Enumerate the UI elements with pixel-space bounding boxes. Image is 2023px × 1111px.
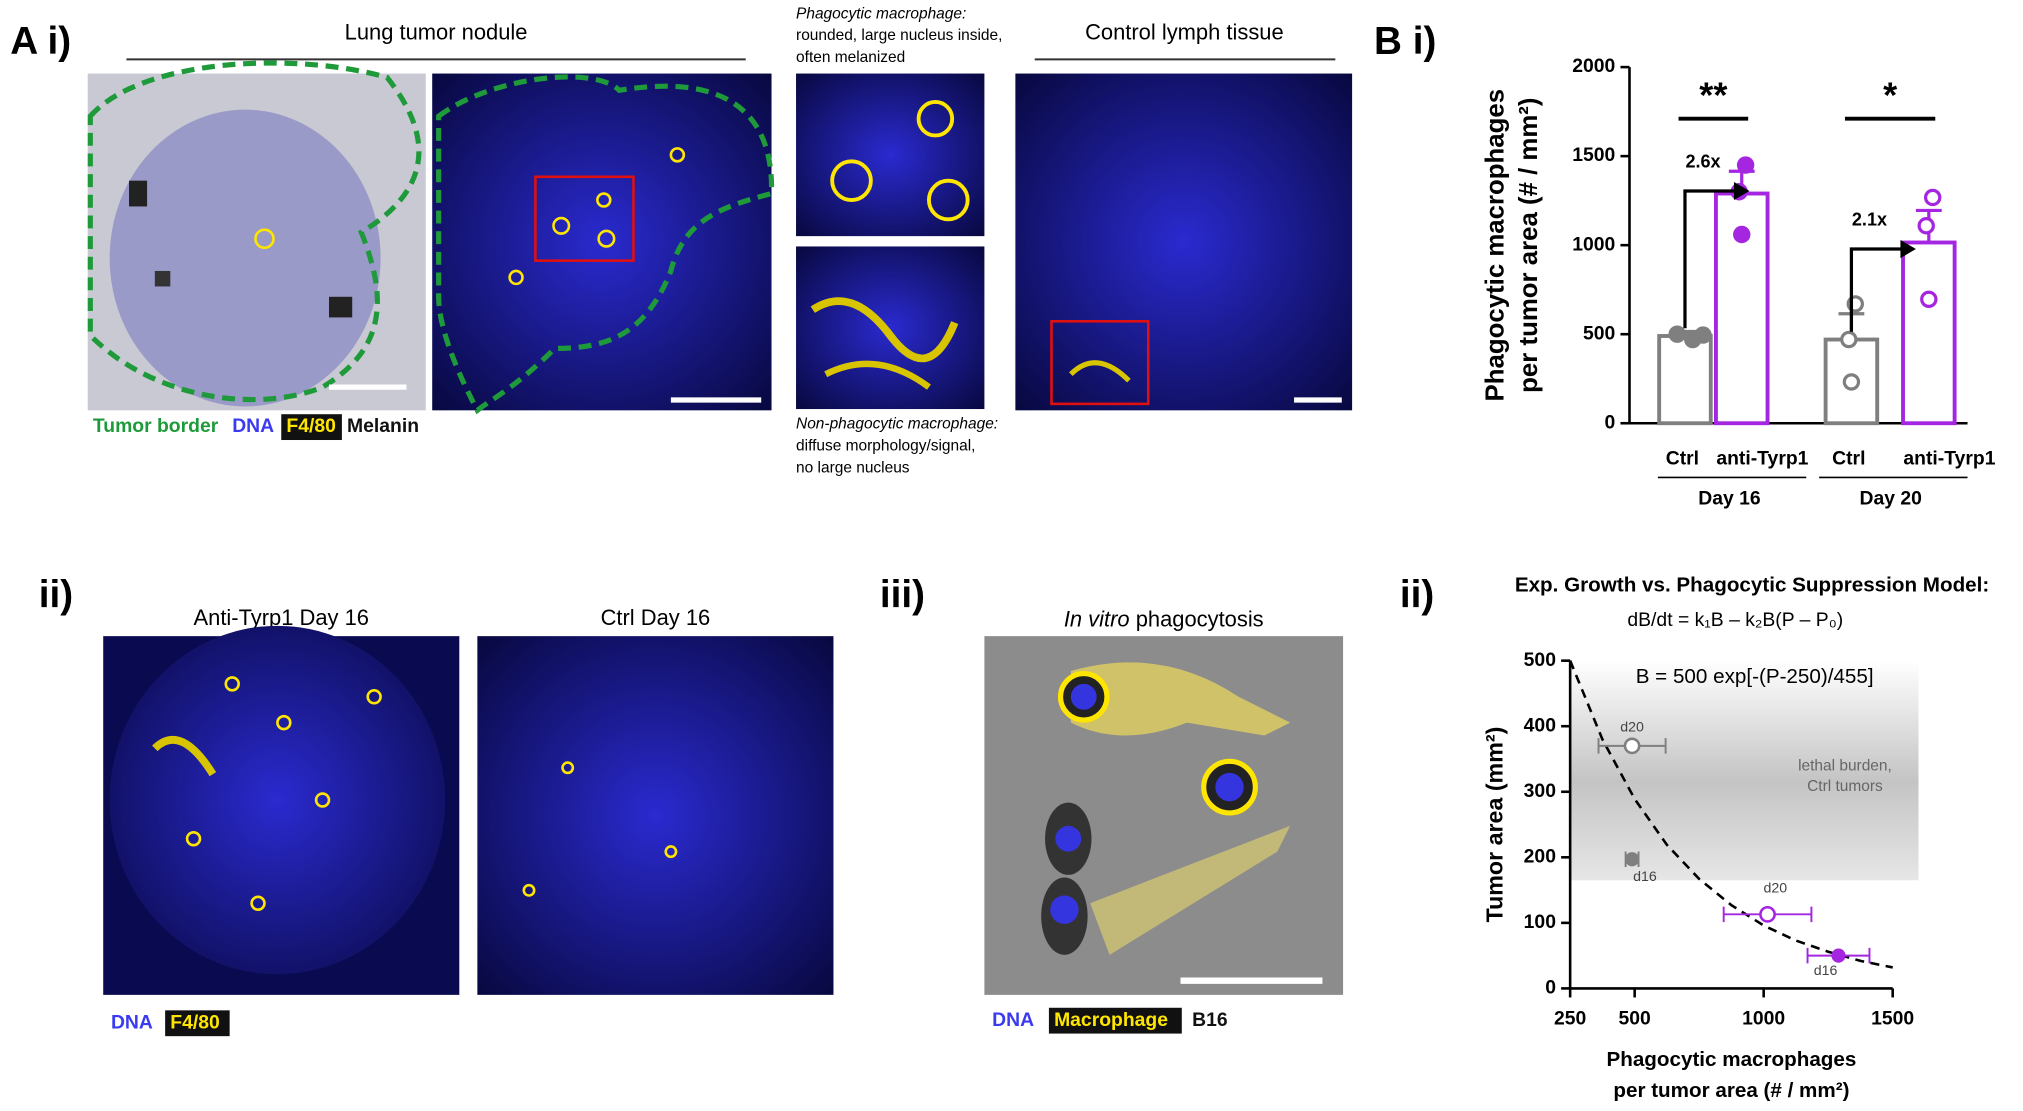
y-axis-title: per tumor area (# / mm²): [1515, 98, 1543, 393]
data-point: [1624, 852, 1640, 867]
point-label: d20: [1620, 720, 1644, 736]
y-tick-label: 500: [1524, 649, 1556, 671]
data-point: [1831, 948, 1846, 963]
data-point: [1668, 325, 1686, 343]
bar: [1657, 334, 1713, 426]
micrograph: [796, 246, 985, 410]
legend-text: DNA: [111, 1011, 153, 1033]
caption-line: no large nucleus: [796, 459, 910, 476]
x-tick-label: 500: [1619, 1007, 1651, 1029]
point-label: d20: [1763, 880, 1787, 896]
legend-text: Tumor border: [93, 415, 219, 437]
caption-line: diffuse morphology/signal,: [796, 438, 975, 455]
data-point: [1842, 373, 1861, 391]
point-label: d16: [1814, 963, 1838, 979]
legend-text: DNA: [992, 1009, 1034, 1031]
group-label: Day 16: [1698, 487, 1761, 509]
legend-text: F4/80: [286, 415, 335, 437]
arrow-head: [1900, 240, 1916, 259]
model-curve: [1568, 660, 1893, 969]
arrow-head: [1734, 181, 1750, 201]
caption-title: Non-phagocytic macrophage:: [796, 416, 998, 433]
bar: [1901, 240, 1957, 426]
panel-label: iii): [880, 574, 925, 617]
legend-text: F4/80: [170, 1011, 219, 1033]
y-tick-label: 300: [1524, 780, 1556, 802]
data-point: [1840, 330, 1858, 349]
panel-label: ii): [1400, 574, 1434, 617]
fold-change: 2.6x: [1685, 151, 1720, 171]
x-tick-label: Ctrl: [1832, 447, 1865, 469]
group-label: Day 20: [1860, 487, 1922, 509]
legend-box: [165, 1010, 230, 1037]
panel-label: ii): [39, 574, 73, 617]
y-tick-label: 100: [1524, 911, 1556, 933]
charts: Phagocytic macrophages per tumor area (# …: [1481, 55, 1995, 1102]
significance-label: *: [1883, 75, 1898, 116]
data-point: [1733, 225, 1751, 244]
x-axis-title: per tumor area (# / mm²): [1613, 1079, 1849, 1102]
image-title: Lung tumor nodule: [345, 19, 528, 44]
legend-text: Melanin: [347, 415, 419, 437]
x-tick-label: Ctrl: [1666, 447, 1699, 469]
micrograph: [984, 636, 1344, 995]
title-rest: phagocytosis: [1130, 606, 1264, 631]
x-axis-title: Phagocytic macrophages: [1606, 1048, 1856, 1071]
x-tick-label: 1500: [1871, 1007, 1914, 1029]
image-title: Ctrl Day 16: [601, 605, 711, 630]
y-tick-label: 400: [1524, 714, 1556, 736]
data-point: [1759, 905, 1776, 923]
image-title: Control lymph tissue: [1085, 19, 1284, 44]
fold-change: 2.1x: [1852, 209, 1887, 229]
micrograph: [103, 625, 460, 995]
y-tick-label: 1000: [1572, 233, 1615, 255]
model-label: B = 500 exp[-(P-250)/455]: [1636, 665, 1874, 688]
legend-text: Macrophage: [1054, 1009, 1168, 1031]
y-tick-label: 0: [1605, 411, 1616, 433]
x-tick-label: anti-Tyrp1: [1716, 447, 1808, 469]
y-axis-title: Phagocytic macrophages: [1481, 89, 1509, 402]
band-label: lethal burden,: [1798, 758, 1892, 775]
micrograph: [477, 636, 834, 995]
data-point: [1917, 217, 1935, 235]
x-tick-label: 1000: [1742, 1007, 1785, 1029]
x-tick-label: 250: [1554, 1007, 1586, 1029]
y-tick-label: 1500: [1572, 144, 1615, 166]
micrograph: [796, 73, 985, 237]
y-tick-label: 2000: [1572, 55, 1615, 77]
band-label: Ctrl tumors: [1807, 778, 1883, 795]
data-point: [1736, 156, 1755, 174]
fold-arrow: [1683, 189, 1737, 329]
legend-box: [281, 414, 342, 441]
fold-arrow: [1849, 247, 1904, 332]
point-label: d16: [1633, 869, 1657, 885]
legend-text: B16: [1192, 1009, 1228, 1031]
data-point: [1694, 326, 1712, 344]
caption-title: Phagocytic macrophage:: [796, 5, 966, 22]
title-italic: In vitro: [1064, 606, 1130, 631]
data-point: [1920, 290, 1938, 309]
panel-label: B i): [1374, 20, 1436, 63]
equation: dB/dt = k₁B – k₂B(P – P₀): [1627, 609, 1843, 631]
micrograph: [432, 73, 775, 415]
data-point: [1623, 737, 1641, 755]
data-point: [1923, 188, 1942, 207]
y-tick-label: 200: [1524, 845, 1556, 867]
legend-box: [1048, 1007, 1182, 1034]
x-tick-label: anti-Tyrp1: [1903, 447, 1995, 469]
micrograph: [1015, 73, 1353, 411]
micrograph: [87, 60, 426, 411]
panel-label: A i): [10, 20, 71, 63]
y-tick-label: 0: [1545, 977, 1556, 999]
image-title: In vitro phagocytosis: [1064, 606, 1264, 631]
shaded-band: [1570, 660, 1919, 881]
caption-line: rounded, large nucleus inside,: [796, 27, 1002, 44]
chart-title: Exp. Growth vs. Phagocytic Suppression M…: [1515, 573, 1989, 596]
y-axis-title: Tumor area (mm²): [1482, 727, 1508, 923]
y-tick-label: 500: [1583, 322, 1615, 344]
legend-text: DNA: [232, 415, 274, 437]
caption-line: often melanized: [796, 49, 905, 66]
significance-label: **: [1699, 75, 1728, 116]
